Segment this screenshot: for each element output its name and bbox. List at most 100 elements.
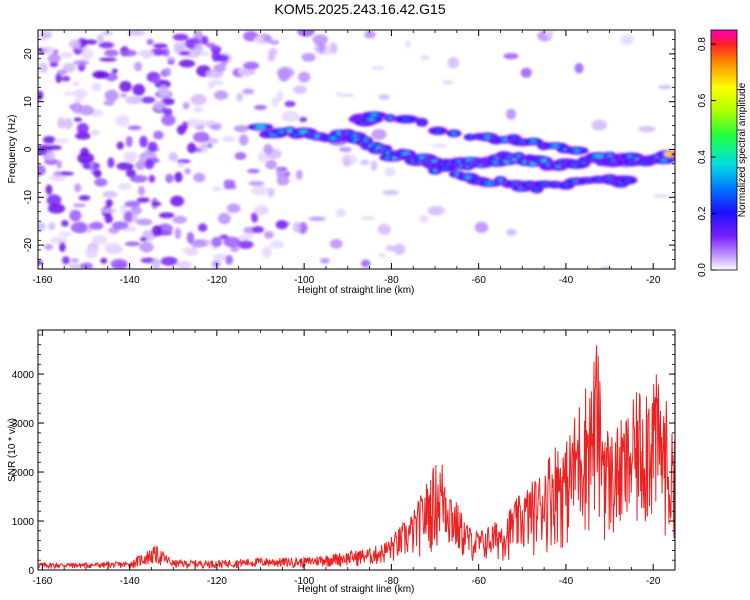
spectrogram-noise-blob <box>175 260 193 269</box>
spectrogram-noise-blob <box>213 63 227 73</box>
spectrogram-noise-blob <box>574 62 584 74</box>
colorbar-label: Normalized spectral amplitude <box>737 82 748 217</box>
spectrogram-noise-blob <box>38 62 48 74</box>
spectrogram-noise-blob <box>92 235 108 245</box>
spectrogram-noise-blob <box>265 160 277 170</box>
spectrogram-noise-blob <box>115 115 131 127</box>
spectrogram-noise-blob <box>139 242 154 253</box>
spectrogram-noise-blob <box>102 190 118 198</box>
spectrogram-noise-blob <box>263 143 273 155</box>
spectrogram-noise-blob <box>217 212 231 225</box>
spectrogram-lower-ridge-blob <box>441 166 451 169</box>
spectrogram-noise-blob <box>151 225 163 237</box>
spectrogram-noise-blob <box>318 42 325 54</box>
spectrogram-noise-blob <box>194 43 204 54</box>
spectrogram-noise-blob <box>70 258 79 263</box>
snr-x-tick-label: -100 <box>294 576 314 587</box>
spectrogram-noise-blob <box>339 146 352 153</box>
spectrogram-noise-blob <box>38 221 46 232</box>
spectrogram-noise-blob <box>652 193 670 199</box>
spectrogram-noise-blob <box>404 40 412 48</box>
spectrogram-noise-blob <box>193 172 206 183</box>
spectrogram-noise-blob <box>90 129 101 136</box>
spectrogram-noise-blob <box>49 62 59 68</box>
spectrogram-noise-blob <box>58 231 72 237</box>
snr-panel: -160 -140 -120 -100 -80 -60 -40 -20 0 1000 2000 30… <box>7 329 676 595</box>
spectrogram-noise-blob <box>135 160 146 171</box>
spectrogram-noise-blob <box>184 167 191 175</box>
spectrogram-y-tick-label: 0 <box>23 146 34 152</box>
spectrogram-x-tick-label: -140 <box>120 275 140 286</box>
spectrogram-noise-blob <box>139 236 147 242</box>
spectrogram-noise-blob <box>269 240 285 249</box>
spectrogram-noise-blob <box>61 220 69 227</box>
spectrogram-lower-ridge-blob <box>534 187 540 191</box>
spectrogram-noise-blob <box>63 91 75 96</box>
spectrogram-noise-blob <box>101 31 114 36</box>
spectrogram-noise-blob <box>382 189 399 196</box>
spectrogram-noise-blob <box>61 75 71 82</box>
spectrogram-noise-blob <box>298 116 308 123</box>
spectrogram-noise-blob <box>92 70 106 79</box>
snr-y-tick-label: 1000 <box>12 517 35 528</box>
spectrogram-ridge-blob <box>542 159 546 162</box>
snr-plot-area <box>38 330 675 570</box>
spectrogram-noise-blob <box>73 117 82 122</box>
spectrogram-noise-blob <box>104 89 119 102</box>
spectrogram-noise-blob <box>210 79 224 86</box>
spectrogram-noise-blob <box>111 221 129 230</box>
spectrogram-noise-blob <box>163 108 173 117</box>
spectrogram-noise-blob <box>370 160 378 172</box>
spectrogram-noise-blob <box>223 185 237 190</box>
colorbar-tick-label: 0.0 <box>697 263 708 277</box>
spectrogram-x-tick-label: -20 <box>646 275 661 286</box>
snr-y-tick-label: 3000 <box>12 419 35 430</box>
spectrogram-ridge-blob <box>330 137 337 140</box>
colorbar: 0.0 0.2 0.4 0.6 0.8 Normalized spectral ampl… <box>697 29 748 277</box>
spectrogram-noise-blob <box>78 105 94 116</box>
spectrogram-noise-blob <box>119 93 128 98</box>
spectrogram-lower-ridge-blob <box>464 175 471 179</box>
spectrogram-noise-blob <box>127 30 146 36</box>
spectrogram-noise-blob <box>222 135 236 142</box>
spectrogram-noise-blob <box>505 108 517 120</box>
spectrogram-noise-blob <box>192 131 210 143</box>
spectrogram-noise-blob <box>137 50 155 57</box>
spectrogram-x-tick-label: -40 <box>559 275 574 286</box>
spectrogram-noise-blob <box>418 214 429 223</box>
spectrogram-noise-blob <box>329 238 343 249</box>
spectrogram-upper-ridge-blob <box>502 138 508 141</box>
spectrogram-y-tick-label: -10 <box>23 190 34 205</box>
spectrogram-noise-blob <box>251 185 269 196</box>
spectrogram-noise-blob <box>42 136 56 144</box>
spectrogram-noise-blob <box>172 215 188 224</box>
spectrogram-noise-blob <box>56 69 68 76</box>
spectrogram-noise-blob <box>151 201 162 206</box>
spectrogram-ridge-blob <box>288 129 291 132</box>
spectrogram-noise-blob <box>112 262 128 269</box>
spectrogram-noise-blob <box>184 246 199 257</box>
spectrogram-ridge-blob <box>386 151 390 154</box>
spectrogram-noise-blob <box>38 90 44 101</box>
spectrogram-noise-blob <box>99 57 117 62</box>
spectrogram-upper-ridge-blob <box>367 118 375 121</box>
spectrogram-noise-blob <box>127 125 142 131</box>
spectrogram-noise-blob <box>136 197 150 203</box>
spectrogram-noise-blob <box>100 257 108 264</box>
spectrogram-noise-blob <box>178 59 196 68</box>
spectrogram-upper-ridge-blob <box>370 113 378 116</box>
spectrogram-noise-blob <box>201 50 211 56</box>
spectrogram-ridge-blob <box>661 159 667 162</box>
spectrogram-noise-blob <box>182 101 190 110</box>
spectrogram-ridge-blob <box>257 126 264 128</box>
snr-y-tick-label: 4000 <box>12 370 35 381</box>
spectrogram-x-tick-label: -80 <box>384 275 399 286</box>
spectrogram-noise-blob <box>620 34 635 45</box>
spectrogram-x-tick-label: -160 <box>32 275 52 286</box>
spectrogram-noise-blob <box>73 88 88 99</box>
spectrogram-noise-blob <box>254 204 268 216</box>
spectrogram-noise-blob <box>225 254 233 265</box>
spectrogram-noise-blob <box>371 66 385 71</box>
spectrogram-noise-blob <box>197 223 208 232</box>
snr-series-line <box>38 345 675 570</box>
